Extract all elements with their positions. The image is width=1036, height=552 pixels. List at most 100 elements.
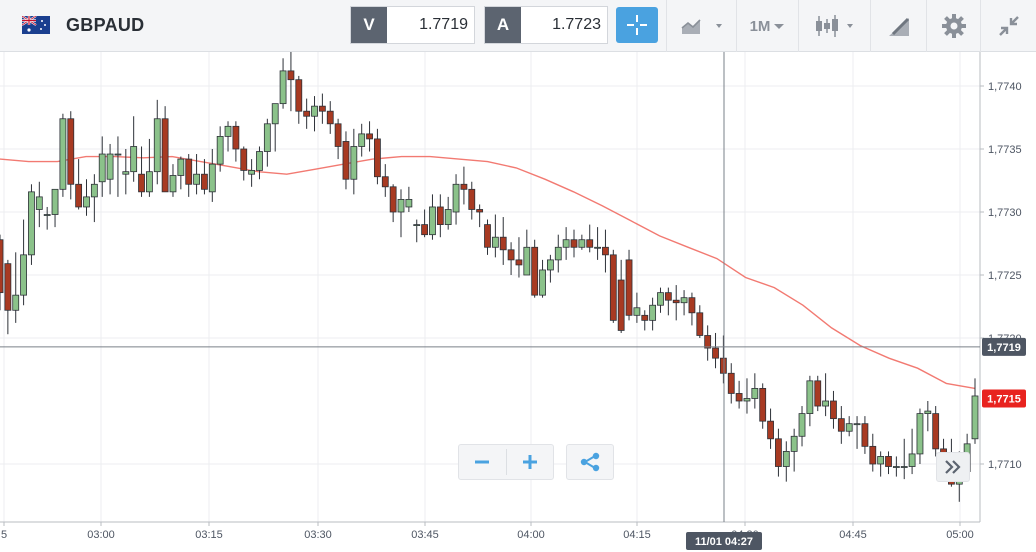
candle-body <box>224 125 232 137</box>
candle-body <box>358 133 366 147</box>
share-icon <box>580 452 600 472</box>
candle-body <box>138 173 145 193</box>
x-tick-label: 03:30 <box>304 529 332 541</box>
sell-price-button[interactable]: V 1.7719 <box>350 6 475 44</box>
candle-body <box>334 123 342 147</box>
candle-body <box>908 453 916 467</box>
candle-body <box>374 138 381 178</box>
candle-body <box>924 410 932 414</box>
x-tick-label: 5 <box>1 529 7 541</box>
candle-body <box>35 196 43 210</box>
candle-body <box>562 239 570 248</box>
crosshair-button[interactable] <box>616 7 658 43</box>
candle-body <box>0 239 4 294</box>
minus-icon <box>475 460 489 464</box>
candle-body <box>397 198 405 213</box>
settings-button[interactable] <box>926 0 980 52</box>
candle-body <box>727 372 735 394</box>
candle-body <box>429 206 436 236</box>
candle-body <box>719 357 727 374</box>
candle-body <box>877 456 885 465</box>
buy-tag: A <box>485 7 521 43</box>
candle-body <box>491 236 499 248</box>
candle-body <box>837 418 845 432</box>
candle-body <box>633 307 641 316</box>
drawing-tools-button[interactable] <box>870 0 926 52</box>
double-chevron-right-icon <box>945 460 961 474</box>
chevron-down-icon <box>774 24 785 29</box>
candle-body <box>98 153 106 183</box>
crosshair-icon <box>627 15 647 35</box>
candle-body <box>177 158 185 176</box>
candle-body <box>208 163 216 193</box>
candle-body <box>892 466 900 468</box>
zoom-in-button[interactable] <box>507 445 553 479</box>
crosshair-price-tag <box>982 337 1026 356</box>
crosshair-time-tag <box>686 532 762 550</box>
candle-body <box>460 183 468 190</box>
share-control <box>566 444 614 480</box>
candle-body <box>539 269 546 296</box>
candle-body <box>161 118 169 193</box>
candle-body <box>547 259 554 271</box>
candle-body <box>657 292 664 306</box>
buy-price: 1.7723 <box>552 16 601 33</box>
mountain-chart-icon <box>680 19 722 34</box>
candle-body <box>366 133 373 140</box>
price-chart-area[interactable]: 503:0003:1503:3003:4504:0004:1504:3004:4… <box>0 52 1036 552</box>
candle-body <box>326 110 334 125</box>
candle-body <box>279 70 287 105</box>
candle-body <box>523 246 531 276</box>
candle-body <box>145 171 153 193</box>
candle-body <box>853 423 861 426</box>
candle-body <box>389 186 397 213</box>
candles-style-button[interactable] <box>798 0 870 52</box>
candle-body <box>413 224 421 227</box>
candle-body <box>578 239 586 248</box>
candle-body <box>381 176 389 188</box>
candle-body <box>468 188 476 210</box>
zoom-divider <box>506 449 507 475</box>
buy-price-button[interactable]: A 1.7723 <box>484 6 608 44</box>
scroll-right-button[interactable] <box>936 452 970 482</box>
candle-body <box>43 214 51 216</box>
candle-body <box>350 146 358 180</box>
candle-body <box>798 413 806 437</box>
candle-body <box>609 254 617 321</box>
sell-tag: V <box>351 7 387 43</box>
candle-body <box>759 387 767 422</box>
chart-type-button[interactable] <box>666 0 736 52</box>
collapse-button[interactable] <box>980 0 1036 52</box>
candle-body <box>712 347 719 359</box>
candle-body <box>51 188 59 215</box>
y-tick-label: 1,7725 <box>988 270 1022 282</box>
candlestick-icon <box>815 15 853 37</box>
x-tick-label: 03:00 <box>87 529 115 541</box>
y-tick-label: 1,7730 <box>988 207 1022 219</box>
drawing-tools-icon <box>888 17 909 36</box>
candle-body <box>342 141 350 180</box>
candle-body <box>515 259 523 266</box>
zoom-out-button[interactable] <box>459 445 505 479</box>
candle-body <box>971 395 979 440</box>
candle-body <box>28 191 35 256</box>
share-button[interactable] <box>567 445 613 479</box>
y-tick-label: 1,7740 <box>988 81 1022 93</box>
candle-body <box>932 413 940 450</box>
last-price-label: 1,7715 <box>987 393 1021 405</box>
candle-body <box>318 105 326 112</box>
candle-body <box>90 183 98 198</box>
candle-body <box>869 445 877 465</box>
candlestick-chart[interactable]: 503:0003:1503:3003:4504:0004:1504:3004:4… <box>0 52 1036 552</box>
candle-body <box>735 393 743 402</box>
candle-body <box>20 254 27 296</box>
candle-body <box>782 450 790 467</box>
candle-body <box>256 151 263 171</box>
candle-body <box>594 246 601 249</box>
y-tick-label: 1,7735 <box>988 144 1022 156</box>
candle-body <box>169 175 177 193</box>
candle-body <box>476 209 484 213</box>
candle-body <box>232 125 240 150</box>
candle-body <box>287 70 295 81</box>
timeframe-button[interactable]: 1M <box>736 0 798 52</box>
